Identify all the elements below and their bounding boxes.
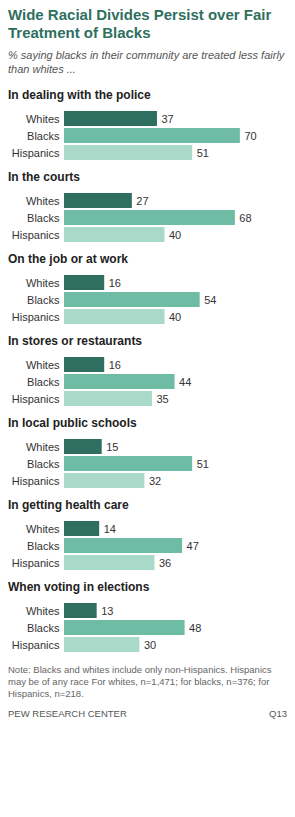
html-text:When voting in elections: When voting in elections [8, 580, 150, 594]
svg-text:Hispanics: Hispanics [12, 475, 60, 487]
svg-text:30: 30 [144, 639, 156, 651]
svg-text:Blacks: Blacks [27, 376, 60, 388]
svg-text:Hispanics: Hispanics [12, 311, 60, 323]
html-text:In stores or restaurants: In stores or restaurants [8, 334, 142, 348]
html-text:In dealing with the police: In dealing with the police [8, 88, 151, 102]
html-text:% saying blacks in their commu: % saying blacks in their community are t… [8, 49, 285, 75]
svg-text:Blacks: Blacks [27, 130, 60, 142]
svg-text:16: 16 [109, 277, 121, 289]
svg-text:27: 27 [136, 195, 148, 207]
svg-text:Hispanics: Hispanics [12, 639, 60, 651]
svg-text:40: 40 [169, 311, 181, 323]
svg-text:Whites: Whites [26, 441, 60, 453]
svg-text:Blacks: Blacks [27, 540, 60, 552]
svg-text:Hispanics: Hispanics [12, 147, 60, 159]
svg-text:Hispanics: Hispanics [12, 393, 60, 405]
svg-text:37: 37 [161, 113, 173, 125]
html-text:Note: Blacks and whites includ: Note: Blacks and whites include only non… [8, 664, 272, 699]
svg-text:Hispanics: Hispanics [12, 557, 60, 569]
svg-text:44: 44 [179, 376, 191, 388]
html-text:In local public schools: In local public schools [8, 416, 137, 430]
html-text:Wide Racial Divides Persist ov: Wide Racial Divides Persist over Fair Tr… [8, 6, 272, 41]
svg-text:14: 14 [104, 523, 116, 535]
svg-text:Whites: Whites [26, 195, 60, 207]
svg-text:70: 70 [244, 130, 256, 142]
svg-text:51: 51 [197, 458, 209, 470]
svg-text:54: 54 [204, 294, 216, 306]
html-text:PEW RESEARCH CENTER: PEW RESEARCH CENTER [8, 708, 127, 719]
svg-text:Whites: Whites [26, 523, 60, 535]
svg-text:Whites: Whites [26, 605, 60, 617]
svg-text:15: 15 [106, 441, 118, 453]
html-text:In getting health care: In getting health care [8, 498, 129, 512]
html-text:On the job or at work: On the job or at work [8, 252, 128, 266]
svg-text:Blacks: Blacks [27, 212, 60, 224]
svg-text:Whites: Whites [26, 359, 60, 371]
svg-text:Whites: Whites [26, 113, 60, 125]
svg-text:Blacks: Blacks [27, 294, 60, 306]
svg-text:40: 40 [169, 229, 181, 241]
svg-text:32: 32 [149, 475, 161, 487]
svg-text:68: 68 [239, 212, 251, 224]
html-text:In the courts: In the courts [8, 170, 80, 184]
svg-text:48: 48 [189, 622, 201, 634]
svg-text:Blacks: Blacks [27, 458, 60, 470]
svg-text:13: 13 [101, 605, 113, 617]
svg-text:16: 16 [109, 359, 121, 371]
svg-text:36: 36 [159, 557, 171, 569]
svg-text:47: 47 [187, 540, 199, 552]
svg-text:Hispanics: Hispanics [12, 229, 60, 241]
svg-text:51: 51 [197, 147, 209, 159]
svg-text:Blacks: Blacks [27, 622, 60, 634]
svg-text:35: 35 [156, 393, 168, 405]
svg-text:Whites: Whites [26, 277, 60, 289]
html-text:Q13: Q13 [269, 708, 287, 719]
